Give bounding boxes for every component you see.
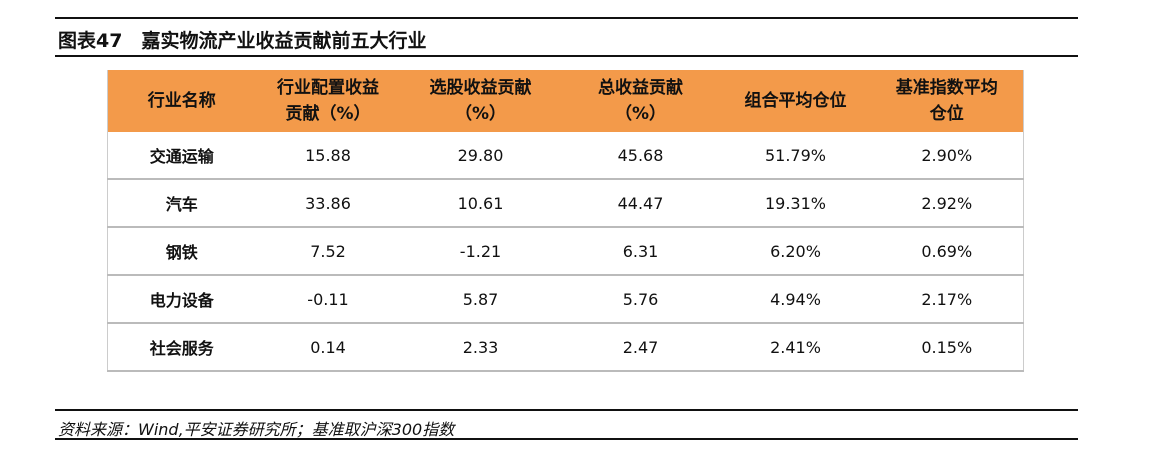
cell: 10.61 (400, 179, 561, 228)
cell: 2.90% (870, 132, 1024, 180)
table-row: 钢铁 7.52 -1.21 6.31 6.20% 0.69% (107, 227, 1024, 276)
title-rule (55, 55, 1078, 57)
cell: -0.11 (255, 275, 401, 324)
cell: 2.41% (720, 323, 871, 372)
cell: 0.14 (255, 323, 401, 372)
row-label: 汽车 (107, 179, 256, 228)
source-rule (55, 409, 1078, 411)
column-header: 组合平均仓位 (720, 70, 871, 132)
cell: -1.21 (400, 227, 561, 276)
cell: 29.80 (400, 132, 561, 180)
row-label: 社会服务 (107, 323, 256, 372)
cell: 44.47 (560, 179, 721, 228)
row-label: 交通运输 (107, 132, 256, 180)
cell: 45.68 (560, 132, 721, 180)
table-row: 社会服务 0.14 2.33 2.47 2.41% 0.15% (107, 323, 1024, 372)
table-row: 电力设备 -0.11 5.87 5.76 4.94% 2.17% (107, 275, 1024, 324)
column-header: 总收益贡献 （%） (560, 70, 721, 132)
cell: 7.52 (255, 227, 401, 276)
table: 行业名称 行业配置收益 贡献（%） 选股收益贡献 （%） 总收益贡献 （%） 组合平均仓… (107, 70, 1024, 372)
row-label: 钢铁 (107, 227, 256, 276)
table-body: 交通运输 15.88 29.80 45.68 51.79% 2.90% 汽车 33.86 10.… (107, 132, 1024, 372)
cell: 0.69% (870, 227, 1024, 276)
header-row: 行业名称 行业配置收益 贡献（%） 选股收益贡献 （%） 总收益贡献 （%） 组合平均仓… (107, 70, 1024, 132)
cell: 19.31% (720, 179, 871, 228)
cell: 2.47 (560, 323, 721, 372)
cell: 2.17% (870, 275, 1024, 324)
cell: 2.92% (870, 179, 1024, 228)
table-row: 交通运输 15.88 29.80 45.68 51.79% 2.90% (107, 132, 1024, 180)
title: 图表47 嘉实物流产业收益贡献前五大行业 (58, 30, 427, 52)
column-header: 行业配置收益 贡献（%） (255, 70, 401, 132)
cell: 5.76 (560, 275, 721, 324)
row-label: 电力设备 (107, 275, 256, 324)
column-header: 选股收益贡献 （%） (400, 70, 561, 132)
cell: 4.94% (720, 275, 871, 324)
cell: 0.15% (870, 323, 1024, 372)
cell: 2.33 (400, 323, 561, 372)
bottom-rule (55, 438, 1078, 440)
table-row: 汽车 33.86 10.61 44.47 19.31% 2.92% (107, 179, 1024, 228)
cell: 6.31 (560, 227, 721, 276)
cell: 51.79% (720, 132, 871, 180)
column-header: 基准指数平均 仓位 (870, 70, 1024, 132)
cell: 5.87 (400, 275, 561, 324)
cell: 6.20% (720, 227, 871, 276)
column-header: 行业名称 (107, 70, 256, 132)
source: 资料来源：Wind,平安证券研究所；基准取沪深300指数 (58, 420, 455, 439)
cell: 15.88 (255, 132, 401, 180)
top-rule (55, 17, 1078, 19)
cell: 33.86 (255, 179, 401, 228)
